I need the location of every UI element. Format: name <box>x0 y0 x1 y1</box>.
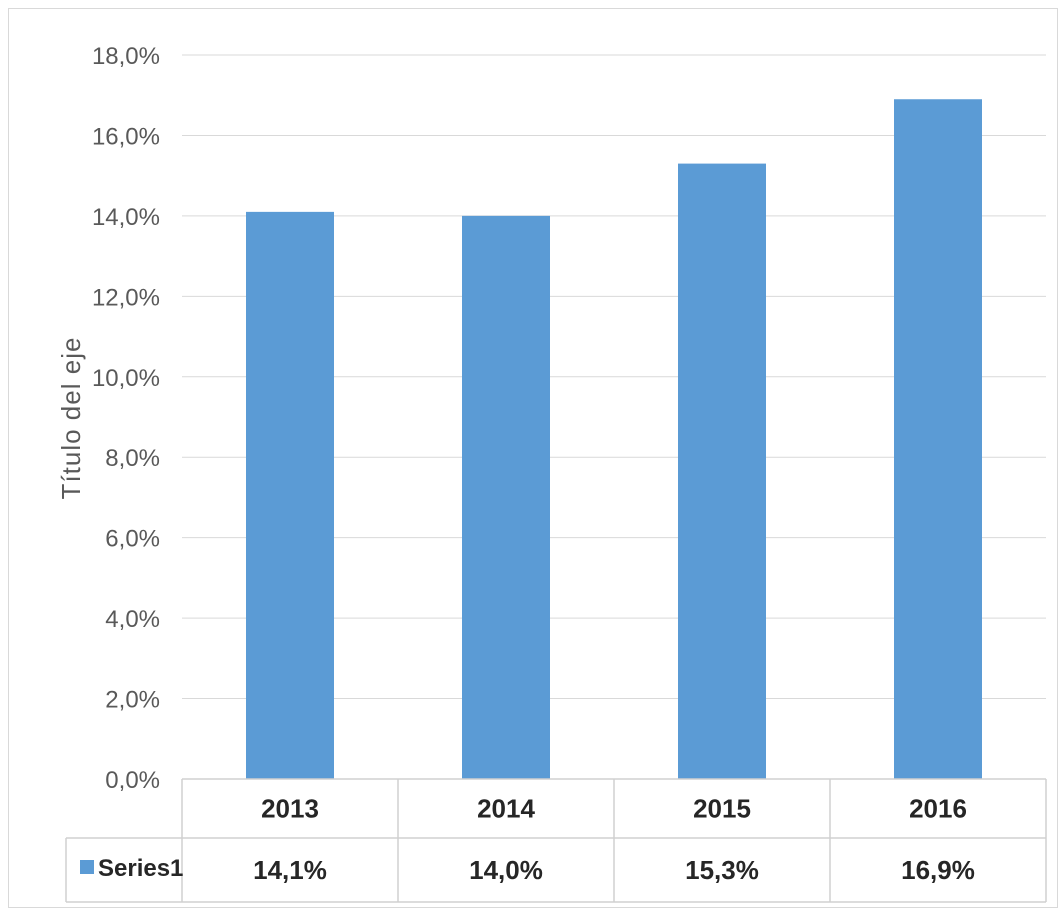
y-tick-label-5: 10,0% <box>92 365 160 392</box>
bar-2014 <box>462 215 550 779</box>
bar-2015 <box>678 163 766 780</box>
x-category-label-2013: 2013 <box>261 794 319 824</box>
y-tick-label-8: 16,0% <box>92 123 160 150</box>
bar-2016 <box>894 99 982 779</box>
y-tick-label-9: 18,0% <box>92 43 160 70</box>
legend-swatch-series1 <box>80 860 94 874</box>
value-label-2015: 15,3% <box>685 855 759 885</box>
y-tick-label-6: 12,0% <box>92 284 160 311</box>
y-axis-title: Título del eje <box>56 337 86 500</box>
bar-2013 <box>246 211 334 779</box>
y-axis-ticks: 0,0% 2,0% 4,0% 6,0% 8,0% 10,0% 12,0% 14,0% 16,0%… <box>92 43 160 794</box>
y-tick-label-0: 0,0% <box>105 767 160 794</box>
data-table-grid <box>65 778 1047 903</box>
x-category-label-2015: 2015 <box>693 794 751 824</box>
y-tick-label-2: 4,0% <box>105 606 160 633</box>
y-tick-label-3: 6,0% <box>105 526 160 553</box>
chart-frame <box>8 8 1058 908</box>
legend-label-series1: Series1 <box>98 855 183 882</box>
value-label-2016: 16,9% <box>901 855 975 885</box>
y-tick-label-4: 8,0% <box>105 445 160 472</box>
value-label-2014: 14,0% <box>469 855 543 885</box>
x-category-label-2016: 2016 <box>909 794 967 824</box>
y-tick-label-7: 14,0% <box>92 204 160 231</box>
bars <box>246 99 982 780</box>
category-labels: 2013 2014 2015 2016 <box>261 794 967 824</box>
value-label-2013: 14,1% <box>253 855 327 885</box>
y-tick-label-1: 2,0% <box>105 687 160 714</box>
legend: Series1 <box>80 855 183 882</box>
value-labels: 14,1% 14,0% 15,3% 16,9% <box>253 855 975 885</box>
x-category-label-2014: 2014 <box>477 794 535 824</box>
